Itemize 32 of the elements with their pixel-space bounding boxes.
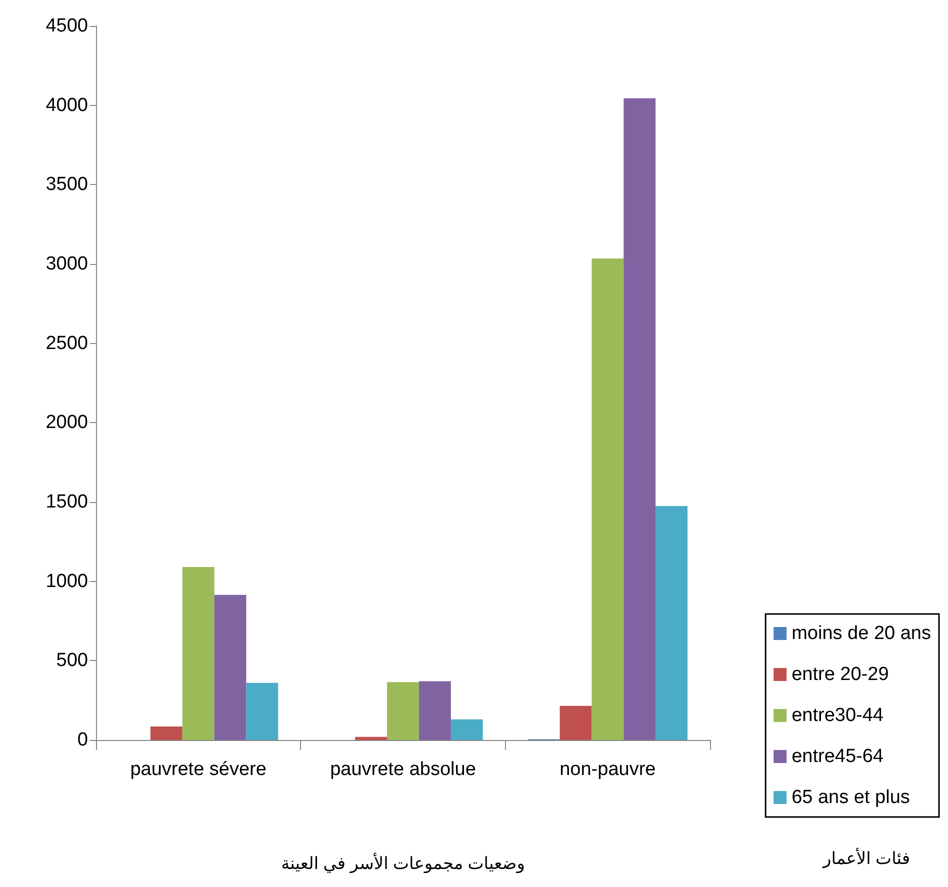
y-tick-label: 1000 [46, 570, 88, 592]
y-tick-label: 0 [77, 730, 88, 750]
bar [592, 258, 624, 740]
bar [214, 594, 246, 740]
legend-label: entre45-64 [792, 746, 884, 767]
x-tick-label: non-pauvre [560, 759, 656, 780]
y-tick-label: 4500 [46, 16, 88, 36]
bar [560, 706, 592, 740]
x-axis-title: وضعيات مجموعات الأسر في العينة [281, 852, 525, 874]
y-tick-label: 3500 [46, 174, 88, 196]
bar [656, 506, 688, 740]
y-tick-label: 500 [56, 650, 88, 672]
bar [150, 726, 182, 740]
bar [355, 736, 388, 740]
x-tick-label: pauvrete sévere [130, 759, 266, 780]
bar [387, 682, 419, 740]
legend-title: فئات الأعمار [822, 847, 910, 869]
bar [246, 682, 278, 740]
bar [624, 98, 656, 740]
bar [182, 567, 214, 740]
y-tick-label: 4000 [46, 94, 88, 116]
y-tick-label: 2500 [46, 332, 88, 354]
legend-label: entre30-44 [792, 705, 884, 726]
legend-label: entre 20-29 [792, 664, 889, 685]
y-tick-label: 2000 [46, 412, 88, 434]
y-tick-label: 3000 [46, 254, 88, 274]
y-tick-label: 1500 [46, 492, 88, 512]
legend-label: moins de 20 ans [792, 623, 931, 644]
legend-label: 65 ans et plus [792, 787, 910, 808]
x-tick-label: pauvrete absolue [330, 759, 476, 780]
bar [418, 681, 451, 740]
bar [450, 719, 483, 740]
